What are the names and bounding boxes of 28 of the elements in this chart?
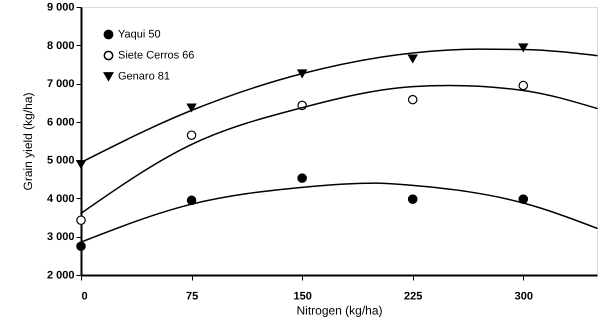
- point: [186, 130, 196, 140]
- x-tick-label: 300: [514, 290, 533, 302]
- x-tick-label: 225: [404, 290, 422, 302]
- y-tick-label: 5 000: [46, 154, 74, 167]
- x-tick-label: 0: [82, 290, 88, 302]
- legend-label: Genaro 81: [118, 70, 170, 82]
- point: [297, 173, 307, 183]
- point: [76, 215, 86, 226]
- x-tick-label: 150: [293, 290, 312, 302]
- x-axis-title: Nitrogen (kg/ha): [296, 304, 383, 318]
- legend-label: Yaqui 50: [118, 28, 161, 40]
- point: [186, 103, 196, 112]
- point: [518, 80, 528, 90]
- y-tick-label: 9 000: [46, 2, 74, 14]
- point: [408, 54, 418, 63]
- y-tick-label: 6 000: [46, 116, 74, 128]
- y-tick-label: 8 000: [46, 40, 74, 52]
- y-axis-title: Grain yield (kg/ha): [20, 92, 35, 191]
- y-tick-label: 2 000: [46, 270, 74, 282]
- point: [518, 43, 528, 52]
- point: [76, 242, 86, 252]
- y-tick-label: 4 000: [46, 192, 74, 205]
- point: [408, 94, 418, 104]
- y-tick-label: 7 000: [46, 78, 74, 90]
- y-tick-label: 3 000: [46, 231, 74, 244]
- x-tick-label: 75: [186, 290, 198, 302]
- legend-label: Siete Cerros 66: [118, 50, 194, 62]
- point: [408, 194, 418, 204]
